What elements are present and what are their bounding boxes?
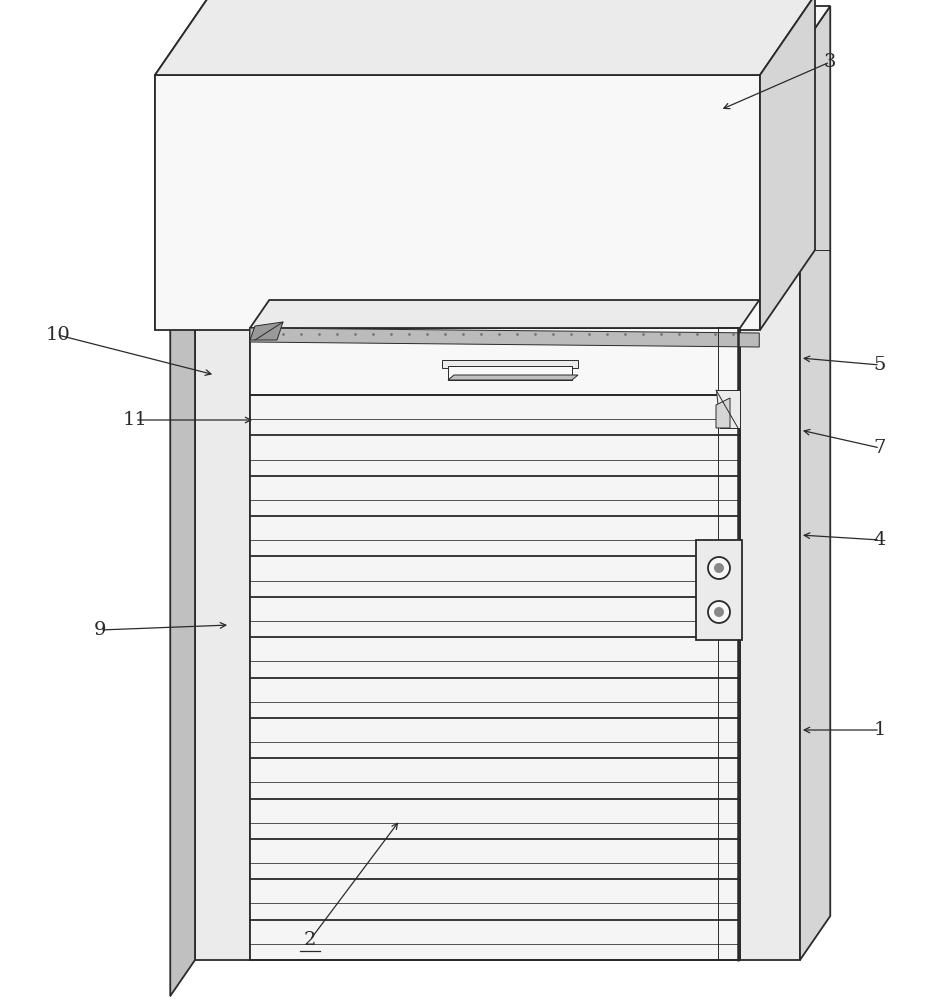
- Text: 10: 10: [45, 326, 70, 344]
- Text: 11: 11: [123, 411, 148, 429]
- Polygon shape: [740, 50, 800, 960]
- Polygon shape: [696, 540, 742, 640]
- Text: 5: 5: [874, 356, 886, 374]
- Text: 9: 9: [94, 621, 106, 639]
- Polygon shape: [442, 360, 578, 368]
- Polygon shape: [250, 328, 760, 347]
- Polygon shape: [155, 0, 815, 75]
- Polygon shape: [155, 0, 210, 330]
- Polygon shape: [448, 375, 578, 380]
- Polygon shape: [250, 328, 740, 395]
- Text: 7: 7: [874, 439, 886, 457]
- Circle shape: [708, 557, 730, 579]
- Text: 1: 1: [874, 721, 886, 739]
- Polygon shape: [195, 14, 274, 50]
- Circle shape: [708, 601, 730, 623]
- Polygon shape: [716, 390, 740, 428]
- Polygon shape: [250, 395, 740, 960]
- Circle shape: [714, 563, 724, 573]
- Polygon shape: [800, 6, 831, 960]
- Polygon shape: [716, 398, 730, 428]
- Circle shape: [714, 607, 724, 617]
- Polygon shape: [195, 50, 250, 960]
- Polygon shape: [740, 6, 831, 50]
- Polygon shape: [170, 50, 195, 996]
- Text: 3: 3: [824, 53, 836, 71]
- Polygon shape: [250, 322, 283, 340]
- Text: 2: 2: [304, 931, 316, 949]
- Text: 4: 4: [874, 531, 886, 549]
- Polygon shape: [448, 366, 572, 380]
- Polygon shape: [250, 300, 760, 328]
- Polygon shape: [155, 75, 760, 330]
- Polygon shape: [760, 0, 815, 330]
